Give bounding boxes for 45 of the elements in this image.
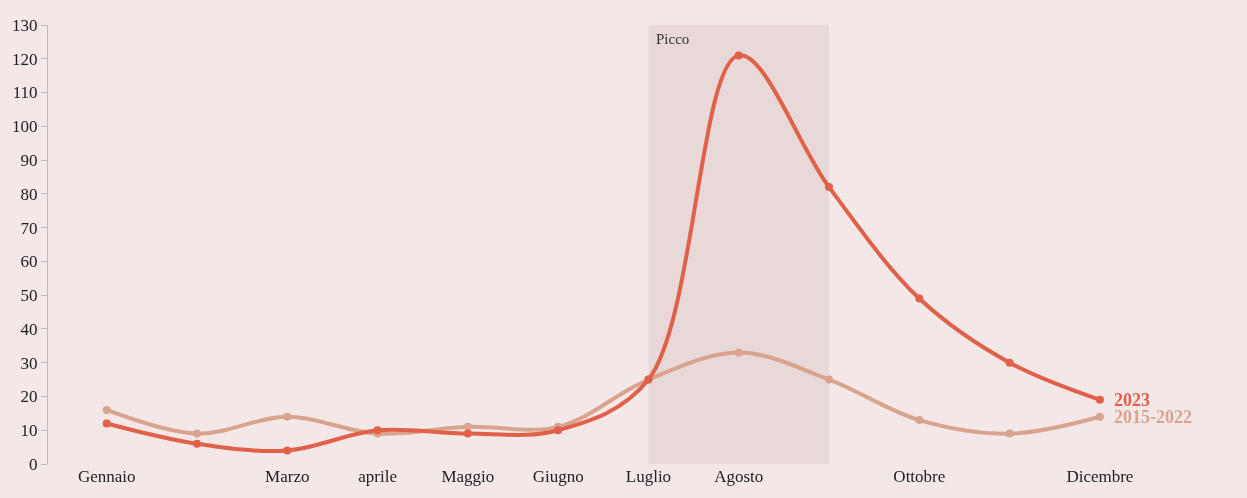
point: [463, 422, 472, 431]
x-tick-label: aprile: [358, 467, 397, 486]
point: [283, 412, 292, 421]
y-tick-label: 50: [20, 286, 38, 306]
x-tick-label: Ottobre: [893, 467, 946, 486]
point: [554, 426, 563, 435]
x-tick-label: Maggio: [441, 467, 495, 486]
x-tick-label: Marzo: [265, 467, 310, 486]
y-tick-label: 60: [20, 252, 38, 272]
point: [915, 416, 924, 425]
x-tick-label: Agosto: [714, 467, 764, 486]
series-label: 2023: [1114, 390, 1150, 410]
point: [1095, 412, 1104, 421]
point: [825, 183, 834, 192]
x-tick-label: Giugno: [532, 467, 584, 486]
y-tick-label: 90: [20, 151, 38, 171]
point: [1005, 429, 1014, 438]
point: [734, 348, 743, 357]
annotation: Picco: [656, 31, 690, 47]
point: [192, 439, 201, 448]
point: [102, 419, 111, 428]
point: [463, 429, 472, 438]
point: [283, 446, 292, 455]
point: [734, 51, 743, 60]
y-tick-label: 110: [12, 83, 38, 103]
y-tick-label: 80: [20, 184, 38, 204]
point: [915, 294, 924, 303]
point: [192, 429, 201, 438]
y-tick-label: 120: [12, 49, 38, 69]
y-tick-label: 10: [20, 421, 38, 441]
point: [1005, 358, 1014, 367]
x-tick-label: Gennaio: [77, 467, 136, 486]
point: [1095, 395, 1104, 404]
y-tick-label: 70: [20, 218, 38, 238]
y-tick-label: 0: [29, 454, 38, 474]
point: [102, 405, 111, 414]
x-tick-label: Luglio: [625, 467, 672, 486]
point: [825, 375, 834, 384]
series-label: 2015-2022: [1114, 407, 1192, 427]
y-tick-label: 20: [20, 387, 38, 407]
y-tick-label: 40: [20, 319, 38, 339]
y-tick-label: 130: [12, 15, 38, 35]
x-tick-label: Dicembre: [1066, 467, 1134, 486]
y-tick-label: 100: [12, 117, 38, 137]
y-tick-label: 30: [20, 353, 38, 373]
